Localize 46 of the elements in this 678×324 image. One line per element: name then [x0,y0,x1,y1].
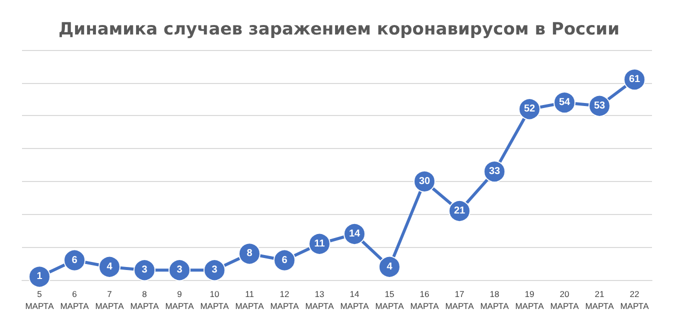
x-tick-label: 21 МАРТА [585,289,614,311]
data-label: 3 [176,264,183,276]
x-tick-label: 19 МАРТА [515,289,544,311]
x-tick-label: 7 МАРТА [95,289,124,311]
point [28,266,50,288]
data-label: 3 [212,264,218,276]
x-tick-label: 22 МАРТА [620,289,650,311]
x-tick-label: 16 МАРТА [410,289,440,311]
x-tick-label: 15 МАРТА [375,289,404,311]
point [378,256,400,278]
x-tick-label: 20 МАРТА [550,289,580,311]
x-tick-label: 10 МАРТА [200,289,230,311]
data-label: 1 [36,271,43,282]
data-label: 30 [418,176,430,187]
data-label: 53 [594,100,606,112]
data-label: 21 [454,206,466,216]
data-label: 14 [348,228,360,240]
chart-title: Динамика случаев заражением коронавирусом в России [58,20,620,40]
point [238,242,260,265]
point [274,249,296,272]
data-label: 6 [282,254,288,266]
x-tick-label: 13 МАРТА [305,289,334,311]
x-tick-label: 14 МАРТА [340,289,370,311]
x-tick-label: 9 МАРТА [165,289,194,311]
x-tick-label: 5 МАРТА [25,289,54,311]
x-tick-label: 12 МАРТА [270,289,300,311]
data-label: 8 [246,248,253,260]
x-tick-label: 11 МАРТА [235,289,264,311]
data-label: 3 [142,264,148,276]
point [134,259,156,282]
data-label: 4 [386,261,393,272]
x-tick-label: 8 МАРТА [130,289,160,311]
point [64,249,86,272]
data-label: 52 [524,104,536,115]
data-label: 33 [488,166,500,178]
data-label: 11 [314,238,326,250]
data-label: 4 [106,261,113,272]
data-label: 6 [72,254,78,266]
x-tick-label: 18 МАРТА [480,289,510,311]
data-label: 54 [558,97,570,108]
point [204,259,226,282]
x-tick-label: 6 МАРТА [60,289,90,311]
point [98,256,120,278]
data-label: 61 [628,74,640,86]
point [168,259,190,282]
x-tick-label: 17 МАРТА [445,289,474,311]
